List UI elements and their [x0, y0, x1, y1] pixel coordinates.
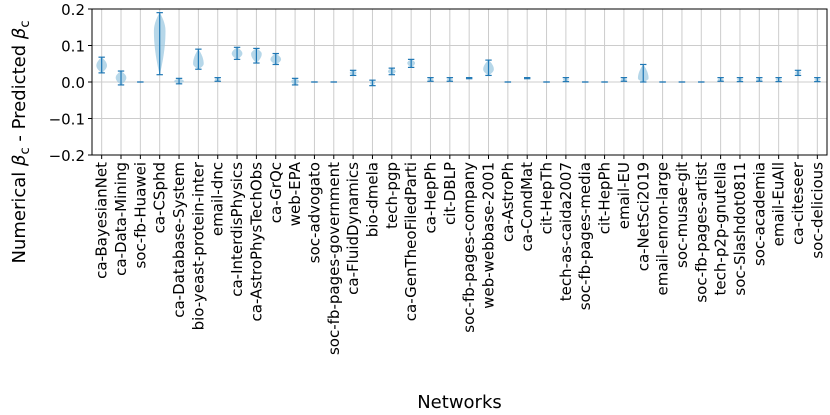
violin — [369, 79, 376, 87]
x-tick-label: soc-delicious — [808, 162, 826, 259]
y-axis-title-part: β — [9, 154, 30, 167]
violin — [251, 47, 262, 64]
x-axis-title: Networks — [417, 392, 502, 413]
y-tick-label: −0.2 — [49, 147, 85, 165]
x-tick-label: ca-citeseer — [789, 161, 807, 245]
x-tick-label: soc-musae-git — [673, 162, 691, 268]
x-tick-label: ca-InterdisPhysics — [228, 162, 246, 297]
x-tick-label: ca-BayesianNet — [93, 162, 111, 279]
y-axis-ticks: −0.2 −0.1 0.0 0.1 0.2 — [49, 1, 92, 165]
violin — [483, 59, 494, 77]
y-axis-title-part: Numerical — [9, 166, 30, 264]
x-tick-label: ca-Database-System — [170, 162, 188, 318]
y-tick-label: −0.1 — [49, 111, 85, 129]
x-tick-label: bio-dmela — [363, 162, 381, 237]
x-tick-label: ca-GrQc — [267, 162, 285, 223]
violin — [717, 77, 724, 82]
violin — [231, 46, 243, 60]
violin — [270, 52, 282, 66]
violin — [115, 70, 127, 86]
x-tick-label: ca-CondMat — [518, 162, 536, 252]
violin — [637, 63, 649, 83]
x-tick-label: soc-fb-pages-company — [460, 162, 478, 333]
x-tick-label: soc-fb-Huawei — [131, 162, 149, 269]
violin — [427, 77, 434, 82]
x-tick-label: web-EPA — [286, 161, 304, 226]
x-tick-label: ca-NetSci2019 — [634, 162, 652, 271]
violin — [214, 77, 221, 82]
grid-lines — [92, 8, 827, 156]
x-tick-label: ca-AstroPh — [499, 162, 517, 242]
x-tick-label: tech-as-caida2007 — [557, 162, 575, 301]
violin — [153, 12, 166, 76]
x-tick-label: tech-p2p-gnutella — [712, 162, 730, 295]
y-axis-title-part: c — [18, 147, 33, 154]
y-axis-title-part: c — [18, 20, 33, 27]
y-tick-label: 0.0 — [61, 74, 85, 92]
x-tick-label: ca-AstroPhysTechObs — [247, 162, 265, 322]
x-tick-label: soc-Slashdot0811 — [731, 162, 749, 296]
x-tick-label: soc-advogato — [305, 162, 323, 263]
violin — [775, 77, 782, 83]
x-tick-label: email-enron-large — [654, 162, 672, 295]
x-tick-label: web-webbase-2001 — [480, 162, 498, 309]
y-axis-title-part: - Predicted — [9, 39, 30, 147]
x-tick-label: ca-Data-Mining — [112, 162, 130, 276]
violin — [756, 77, 763, 82]
violin — [193, 48, 204, 70]
x-tick-label: soc-academia — [750, 162, 768, 266]
violin — [291, 77, 299, 86]
violin — [523, 77, 531, 80]
x-axis-ticks: ca-BayesianNet ca-Data-Mining soc-fb-Huawe… — [93, 155, 826, 355]
violin — [387, 67, 396, 76]
violin — [814, 77, 821, 83]
x-tick-label: soc-fb-pages-government — [325, 162, 343, 355]
x-tick-label: ca-GenTheoFiledParti — [402, 162, 420, 321]
violin — [620, 77, 628, 82]
x-tick-label: soc-fb-pages-media — [576, 162, 594, 310]
x-tick-label: email-EU — [615, 162, 633, 229]
x-tick-label: ca-HepPh — [421, 162, 439, 233]
violin — [562, 77, 570, 83]
x-tick-label: ca-FluidDynamics — [344, 162, 362, 295]
x-tick-label: cit-HepTh — [538, 162, 556, 234]
x-tick-label: ca-CSphd — [151, 162, 169, 233]
violin — [407, 58, 416, 69]
y-tick-label: 0.2 — [61, 1, 85, 19]
violin — [794, 69, 802, 77]
x-tick-label: bio-yeast-protein-inter — [189, 161, 207, 330]
y-tick-label: 0.1 — [61, 38, 85, 56]
violin — [465, 77, 473, 80]
x-tick-label: cit-DBLP — [441, 162, 459, 225]
violin — [96, 56, 107, 74]
violin — [736, 77, 744, 83]
x-tick-label: email-dnc — [209, 162, 227, 236]
x-tick-label: cit-HepPh — [596, 162, 614, 234]
violin — [174, 77, 184, 85]
violins — [96, 12, 821, 87]
x-tick-label: email-EuAll — [770, 162, 788, 246]
x-tick-label: soc-fb-pages-artist — [692, 162, 710, 303]
violin — [446, 77, 454, 82]
x-tick-label: tech-pgp — [383, 162, 401, 229]
violin — [349, 69, 357, 77]
y-axis-title-part: β — [9, 28, 30, 41]
y-axis-title: Numerical βc - Predicted βc — [9, 20, 33, 263]
